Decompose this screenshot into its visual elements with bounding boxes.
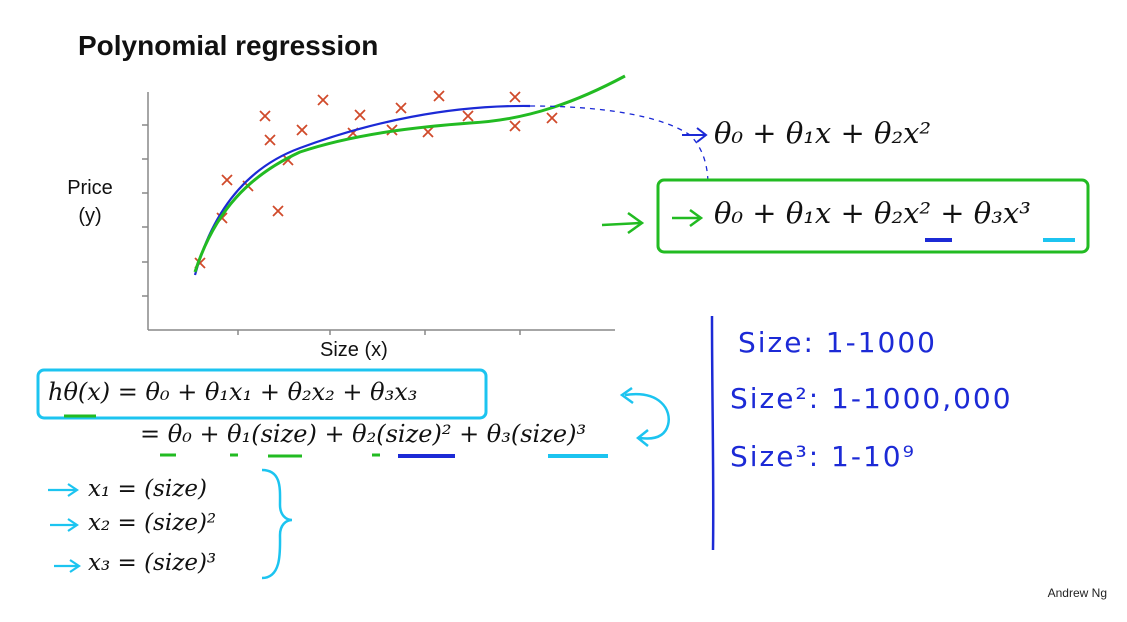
note-size3-range: Size³: 1-10⁹ (730, 440, 916, 473)
feature-x1-definition: x₁ = (size) (88, 476, 207, 502)
arrow-inner-green (672, 208, 704, 228)
x-axis-label: Size (x) (320, 339, 388, 361)
feature-arrows (48, 483, 81, 573)
x-ticks (237, 330, 521, 335)
note-size2-range: Size²: 1-1000,000 (730, 382, 1013, 415)
feature-x2-definition: x₂ = (size)² (88, 510, 217, 536)
hypothesis-formula: hθ(x) = θ₀ + θ₁x₁ + θ₂x₂ + θ₃x₃ (48, 378, 418, 406)
data-point-marker (354, 109, 366, 121)
hypothesis-box (36, 368, 488, 420)
y-axis-label-line1: Price (67, 177, 113, 199)
data-point-marker (509, 91, 521, 103)
data-point-marker (433, 90, 445, 102)
y-ticks (142, 124, 148, 297)
data-point-marker (422, 126, 434, 138)
note-size-range: Size: 1-1000 (738, 326, 937, 359)
data-point-marker (259, 110, 271, 122)
cubic-formula: θ₀ + θ₁x + θ₂x² + θ₃x³ (714, 196, 1031, 230)
dashed-connector (529, 105, 709, 186)
data-point-marker (296, 124, 308, 136)
arrow-outer-green (601, 211, 645, 235)
plot-axes (142, 92, 615, 335)
expanded-underlines (160, 453, 608, 458)
cubic-formula-box (656, 178, 1090, 254)
data-point-marker (509, 120, 521, 132)
cubic-fit-curve (193, 74, 626, 273)
slide-title: Polynomial regression (78, 30, 379, 61)
data-point-marker (462, 110, 474, 122)
quadratic-formula: θ₀ + θ₁x + θ₂x² (714, 116, 932, 150)
data-point-marker (221, 174, 233, 186)
data-point-marker (317, 94, 329, 106)
feature-x3-definition: x₃ = (size)³ (88, 550, 217, 576)
data-point-marker (546, 112, 558, 124)
training-points (194, 90, 558, 269)
data-point-marker (395, 102, 407, 114)
notes-divider (710, 315, 715, 551)
data-point-marker (264, 134, 276, 146)
arrow-to-quadratic (682, 127, 708, 143)
cyan-curved-arrow (619, 386, 670, 447)
y-axis-label-line2: (y) (78, 205, 102, 227)
quadratic-fit-curve (193, 104, 531, 276)
y-axis-label: Price (y) (50, 174, 130, 230)
hypothesis-expanded: = θ₀ + θ₁(size) + θ₂(size)² + θ₃(size)³ (140, 420, 587, 448)
feature-brace (261, 468, 293, 580)
data-point-marker (272, 205, 284, 217)
author-signature: Andrew Ng (1047, 586, 1107, 600)
